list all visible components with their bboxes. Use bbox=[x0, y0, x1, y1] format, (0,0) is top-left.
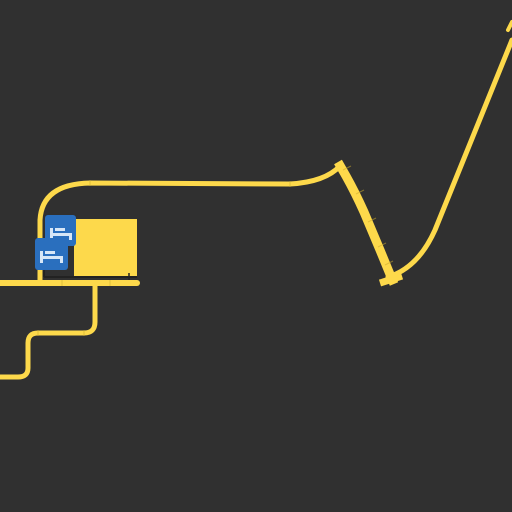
poi-hotel-lower[interactable] bbox=[35, 238, 68, 270]
